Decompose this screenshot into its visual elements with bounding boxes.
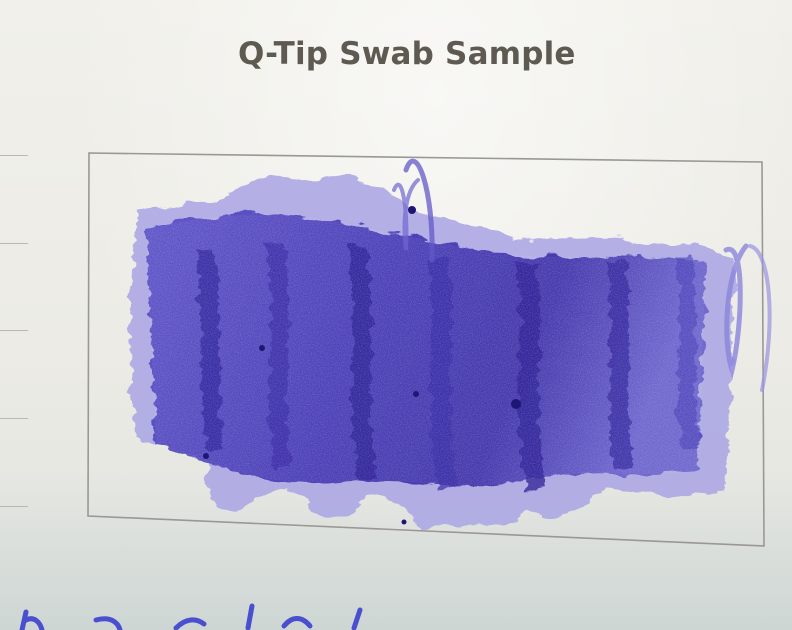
- ink-texture: [146, 214, 706, 486]
- ruled-line: [0, 243, 28, 244]
- ink-specks: [203, 206, 521, 525]
- ruled-line: [0, 418, 28, 419]
- ink-loops: [392, 158, 772, 392]
- ruled-line: [0, 330, 28, 331]
- handwriting-fragment: [19, 603, 363, 630]
- sample-frame: [87, 152, 765, 547]
- ruled-line: [0, 506, 28, 507]
- swab-sample-box: [87, 152, 772, 547]
- page-title: Q-Tip Swab Sample: [238, 36, 576, 72]
- ruled-line: [0, 155, 28, 156]
